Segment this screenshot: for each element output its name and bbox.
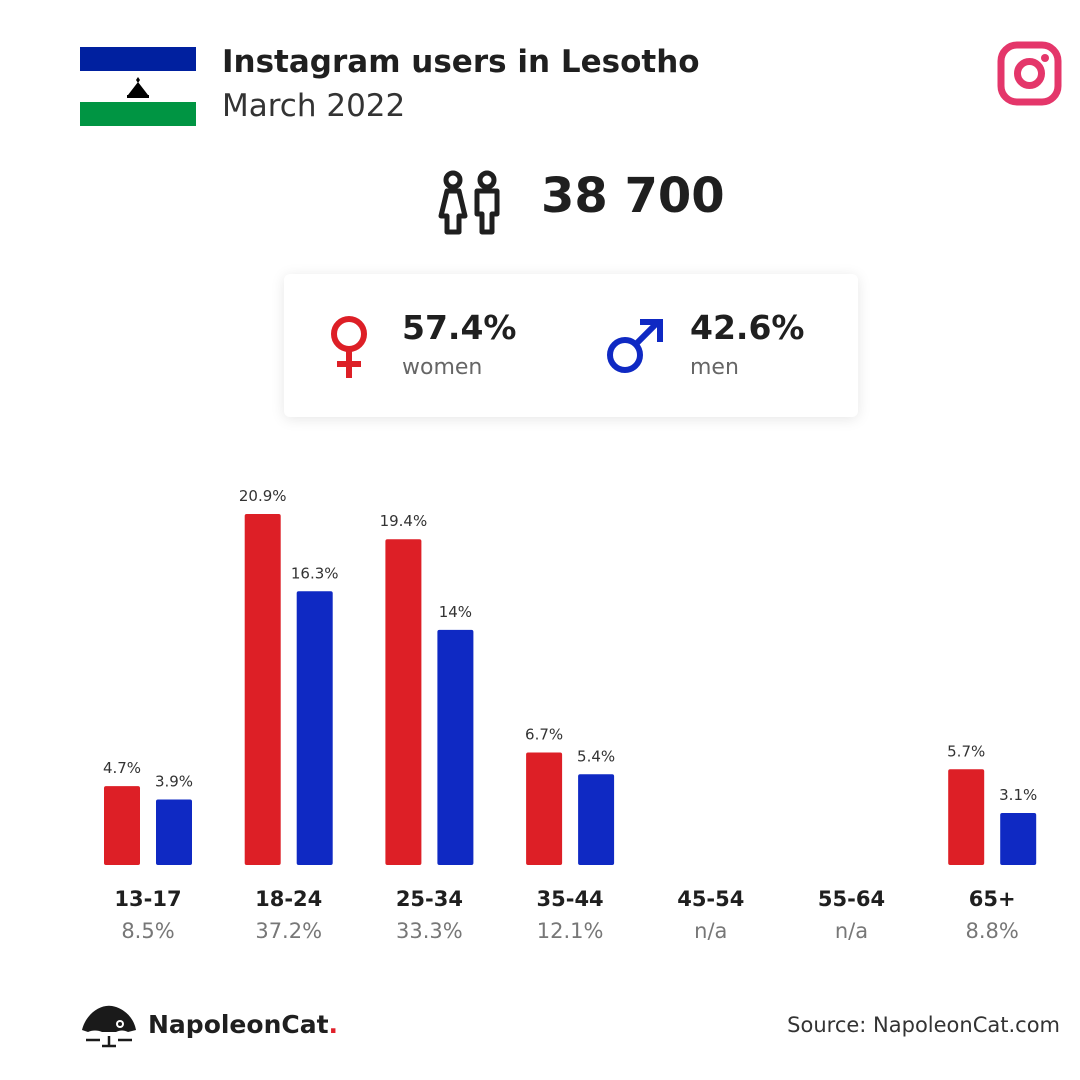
age-category-label: 35-44	[537, 887, 604, 911]
men-bar	[578, 774, 615, 865]
page-title: Instagram users in Lesotho	[222, 44, 700, 80]
age-category-total: n/a	[694, 919, 727, 943]
men-data-label: 5.4%	[577, 747, 615, 765]
women-label: women	[402, 355, 483, 380]
total-users-value: 38 700	[541, 168, 725, 224]
gender-card: 57.4% women 42.6% men	[284, 274, 858, 417]
lesotho-flag-icon	[80, 47, 196, 126]
age-category-label: 45-54	[677, 887, 744, 911]
brand-text: NapoleonCat	[148, 1010, 329, 1039]
age-category-label: 55-64	[818, 887, 885, 911]
brand-name: NapoleonCat.	[148, 1010, 338, 1039]
women-data-label: 19.4%	[380, 512, 428, 530]
napoleoncat-logo-icon	[82, 1005, 136, 1048]
age-category-total: 33.3%	[396, 919, 463, 943]
women-bar	[948, 769, 985, 865]
men-data-label: 16.3%	[291, 564, 339, 582]
age-category-label: 65+	[969, 887, 1016, 911]
female-symbol-icon	[331, 316, 367, 378]
source-credit: Source: NapoleonCat.com	[787, 1013, 1060, 1037]
men-percentage: 42.6%	[690, 308, 805, 347]
men-bar	[156, 799, 192, 865]
age-category-total: 8.5%	[121, 919, 174, 943]
age-category-total: 8.8%	[966, 919, 1019, 943]
men-bar	[1000, 812, 1037, 865]
women-data-label: 4.7%	[103, 759, 141, 777]
users-icon	[438, 170, 500, 235]
women-data-label: 20.9%	[239, 487, 287, 505]
men-data-label: 3.9%	[155, 773, 193, 791]
men-bar	[296, 591, 333, 865]
men-bar	[437, 629, 474, 865]
women-bar	[526, 752, 563, 865]
women-bar	[385, 539, 422, 865]
brand-dot: .	[328, 1010, 339, 1039]
men-label: men	[690, 355, 739, 380]
age-category-total: 12.1%	[537, 919, 604, 943]
men-data-label: 3.1%	[999, 786, 1037, 804]
age-category-label: 25-34	[396, 887, 463, 911]
page-subtitle: March 2022	[222, 88, 406, 124]
women-data-label: 5.7%	[947, 742, 985, 760]
male-symbol-icon	[607, 319, 663, 373]
instagram-icon	[997, 41, 1062, 106]
age-category-total: n/a	[835, 919, 868, 943]
age-category-total: 37.2%	[255, 919, 322, 943]
women-percentage: 57.4%	[402, 308, 517, 347]
women-data-label: 6.7%	[525, 725, 563, 743]
women-bar	[104, 786, 140, 865]
age-category-label: 13-17	[114, 887, 181, 911]
men-data-label: 14%	[439, 603, 472, 621]
age-category-label: 18-24	[255, 887, 322, 911]
women-bar	[244, 514, 281, 865]
